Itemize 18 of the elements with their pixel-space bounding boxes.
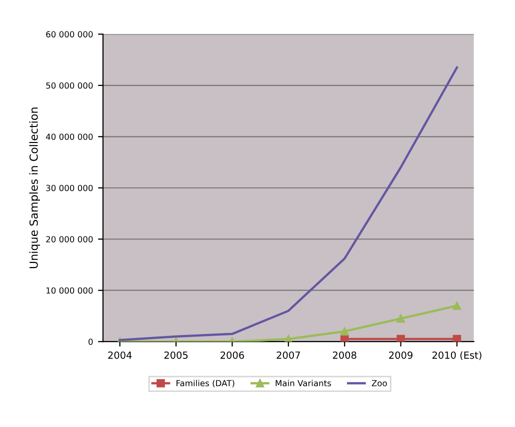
y-tick-label: 40 000 000: [46, 134, 93, 140]
y-tick-label: 0: [88, 338, 93, 345]
y-tick-label: 30 000 000: [46, 184, 93, 192]
legend-label: Zoo: [372, 380, 387, 386]
x-tick-label: 2006: [220, 351, 244, 359]
x-tick-label: 2005: [164, 351, 188, 359]
x-tick-label: 2007: [276, 351, 300, 359]
x-tick-label: 2004: [108, 351, 132, 359]
y-tick-label: 50 000 000: [46, 82, 93, 89]
legend-label: Families (DAT): [176, 380, 234, 388]
y-tick-label: 20 000 000: [46, 236, 93, 242]
y-axis-title: Unique Samples in Collection: [29, 108, 40, 268]
x-tick-label: 2009: [389, 351, 412, 359]
x-tick-label: 2008: [332, 351, 356, 359]
x-tick-label: 2010 (Est): [432, 351, 482, 360]
y-tick-label: 60 000 000: [46, 31, 93, 38]
legend-label: Main Variants: [276, 380, 332, 386]
y-tick-label: 10 000 000: [46, 287, 93, 294]
